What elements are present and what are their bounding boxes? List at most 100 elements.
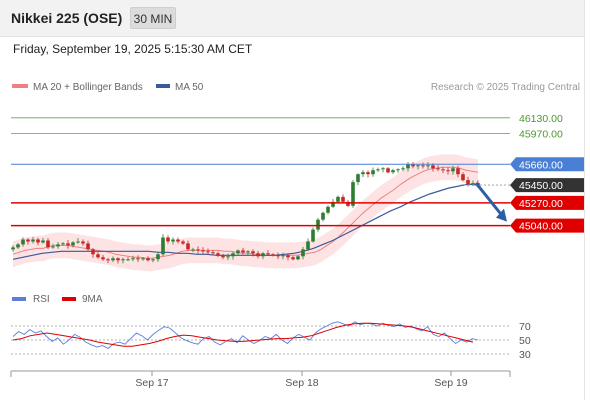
rsi-legend: RSI 9MA	[12, 294, 103, 305]
level-tag-last	[510, 178, 584, 193]
candle-body	[246, 251, 250, 253]
candle-body	[336, 196, 340, 202]
level-label-support: 45040.00	[519, 221, 563, 233]
rsi-ma-legend-swatch	[62, 297, 76, 301]
level-tag-support	[510, 218, 584, 233]
candle-body	[171, 239, 175, 242]
candle-body	[266, 253, 270, 255]
instrument-title: Nikkei 225 (OSE)	[11, 10, 123, 26]
x-tick-label: Sep 17	[135, 377, 168, 389]
candle-body	[431, 165, 435, 169]
timeframe-button[interactable]: 30 MIN	[130, 7, 176, 29]
candle-body	[41, 240, 45, 243]
candle-body	[256, 253, 260, 257]
candle-body	[316, 219, 320, 230]
candle-body	[91, 249, 95, 255]
ma50-legend-swatch	[156, 84, 170, 88]
level-label-last: 45450.00	[519, 180, 563, 192]
candle-body	[436, 168, 440, 170]
candle-body	[26, 239, 30, 242]
candle-body	[301, 249, 305, 257]
candle-body	[146, 258, 150, 261]
candle-body	[471, 183, 475, 185]
candle-body	[86, 243, 90, 250]
ma50-legend-label: MA 50	[175, 82, 204, 93]
candle-body	[106, 259, 110, 261]
candle-body	[281, 255, 285, 257]
candle-body	[421, 165, 425, 167]
level-label-pivot: 45660.00	[519, 159, 563, 171]
candle-body	[396, 169, 400, 171]
candle-body	[21, 239, 25, 245]
candle-body	[131, 258, 135, 260]
candle-body	[71, 242, 75, 246]
x-tick-label: Sep 18	[285, 377, 318, 389]
candle-body	[466, 180, 470, 185]
candle-body	[311, 229, 315, 242]
candle-body	[241, 250, 245, 253]
candle-body	[211, 252, 215, 254]
candle-body	[376, 169, 380, 171]
rsi-level-label: 50	[519, 335, 531, 347]
rsi-panel: 70 50 30	[11, 321, 531, 361]
candle-body	[401, 168, 405, 170]
candle-body	[81, 241, 85, 244]
level-label-support: 45270.00	[519, 198, 563, 210]
candle-body	[416, 165, 420, 167]
level-label-resistance: 46130.00	[519, 113, 563, 125]
candle-body	[331, 201, 335, 207]
candle-body	[201, 250, 205, 252]
candle-body	[186, 243, 190, 250]
candle-body	[276, 255, 280, 257]
candle-body	[121, 259, 125, 261]
candle-body	[461, 174, 465, 181]
forecast-arrow-shaft	[474, 182, 505, 218]
candle-body	[456, 168, 460, 175]
candle-body	[136, 258, 140, 260]
candle-body	[176, 239, 180, 242]
candle-body	[341, 196, 345, 202]
rsi-legend-swatch	[12, 297, 26, 301]
candle-body	[31, 239, 35, 242]
ma20-legend-label: MA 20 + Bollinger Bands	[33, 82, 143, 93]
candle-body	[151, 259, 155, 261]
rsi-legend-label: RSI	[33, 294, 50, 305]
chart-header: Nikkei 225 (OSE) 30 MIN	[0, 0, 584, 37]
candle-body	[206, 251, 210, 253]
candle-body	[56, 244, 60, 247]
rsi-level-label: 30	[519, 349, 531, 361]
candle-body	[441, 169, 445, 171]
candle-body	[221, 255, 225, 258]
candle-body	[231, 253, 235, 257]
candle-body	[76, 241, 80, 243]
candle-body	[386, 168, 390, 173]
price-levels: 46130.00 45970.00 45660.00 45450.00 45270.00…	[11, 113, 584, 233]
candle-body	[161, 237, 165, 255]
x-tick-label: Sep 19	[434, 377, 467, 389]
price-panel	[11, 154, 480, 272]
research-credit: Research © 2025 Trading Central	[431, 82, 580, 93]
candle-body	[251, 251, 255, 254]
candle-body	[261, 253, 265, 257]
candle-body	[191, 249, 195, 251]
level-tag-pivot	[510, 157, 584, 172]
candle-body	[406, 164, 410, 169]
candle-body	[446, 170, 450, 172]
candle-body	[371, 170, 375, 175]
candle-body	[411, 164, 415, 167]
level-label-resistance: 45970.00	[519, 129, 563, 141]
candle-body	[166, 237, 170, 242]
candle-body	[96, 254, 100, 258]
candle-body	[321, 212, 325, 220]
candle-body	[51, 246, 55, 248]
candle-body	[66, 243, 70, 246]
candle-body	[16, 244, 20, 248]
candle-body	[196, 249, 200, 251]
x-axis: Sep 17 Sep 18 Sep 19	[10, 370, 511, 389]
rsi-ma-line	[12, 322, 474, 347]
candle-body	[306, 241, 310, 250]
forecast-arrow-head	[496, 208, 507, 222]
rsi-level-label: 70	[519, 321, 531, 333]
candle-body	[361, 172, 365, 175]
candle-body	[141, 258, 145, 260]
